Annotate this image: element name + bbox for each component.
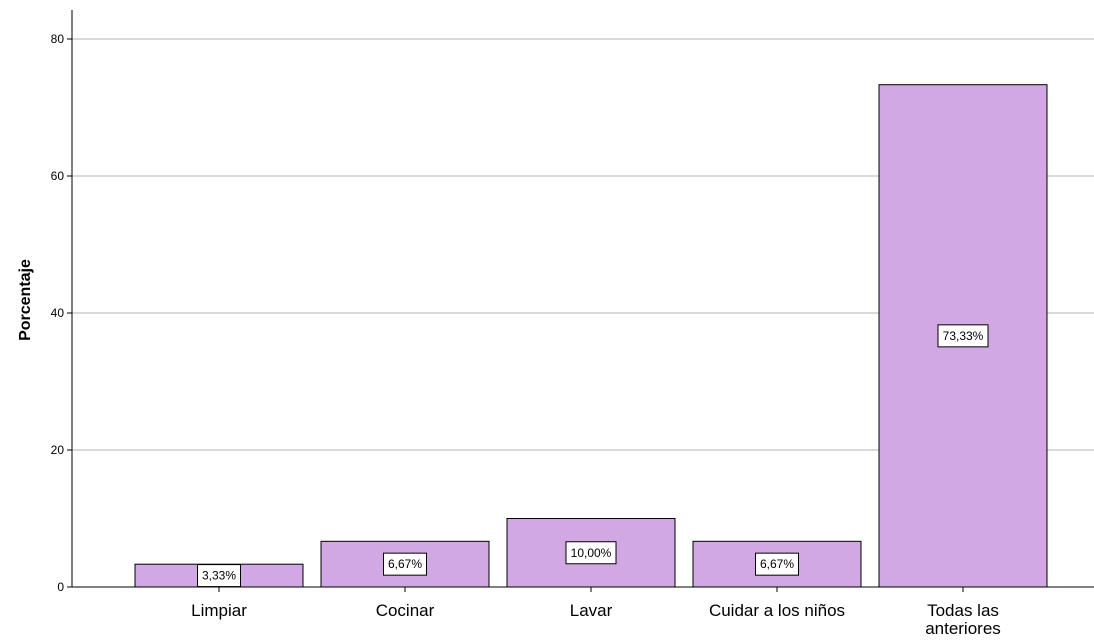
data-label-box (937, 324, 989, 348)
x-tick-label: Todas las (927, 601, 999, 620)
x-tick-label: Limpiar (191, 601, 247, 620)
data-label: 6,67% (760, 557, 794, 571)
y-axis-title: Porcentaje (17, 259, 34, 341)
data-label: 3,33% (202, 569, 236, 583)
y-tick-label: 40 (51, 306, 65, 320)
data-label-box (755, 552, 799, 576)
data-label: 73,33% (943, 329, 984, 343)
x-tick-label: Lavar (570, 601, 613, 620)
data-label-box (565, 541, 617, 565)
data-label-box (383, 552, 427, 576)
data-label-box (197, 564, 241, 588)
x-tick-label: Cocinar (376, 601, 435, 620)
y-tick-label: 20 (51, 443, 65, 457)
y-tick-label: 0 (57, 580, 64, 594)
y-tick-label: 60 (51, 169, 65, 183)
data-label: 10,00% (571, 546, 612, 560)
x-tick-label: Cuidar a los niños (709, 601, 845, 620)
x-tick-label: anteriores (925, 619, 1001, 638)
data-labels: 3,33% 6,67% 10,00% 6,67% 73,33% (197, 324, 989, 588)
data-label: 6,67% (388, 557, 422, 571)
bars (134, 84, 1048, 588)
y-tick-label: 80 (51, 32, 65, 46)
